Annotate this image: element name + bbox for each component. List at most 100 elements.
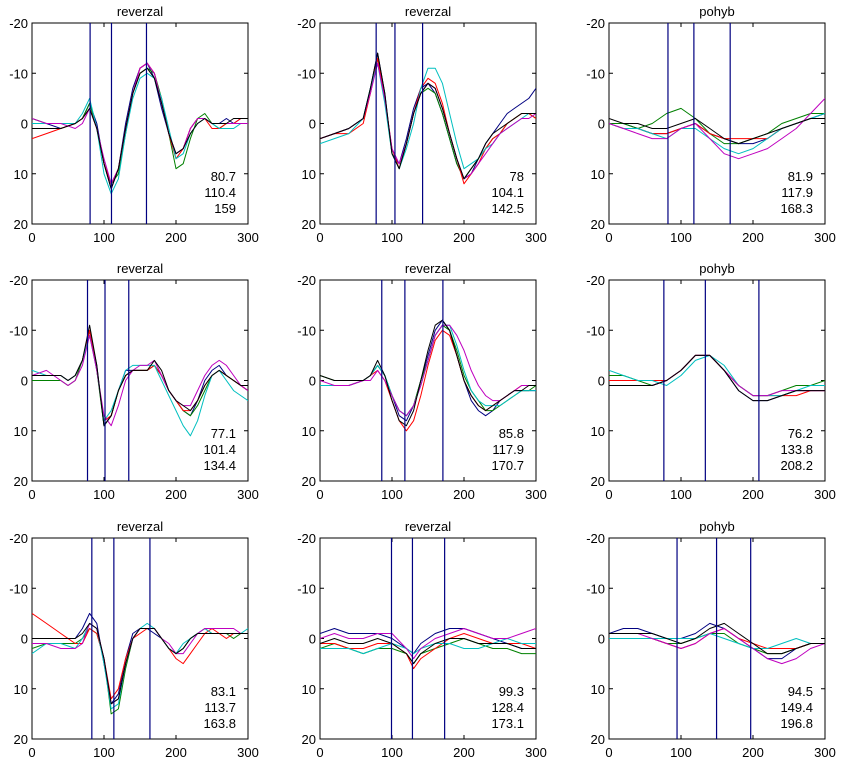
y-tick-label: 20 bbox=[302, 474, 316, 489]
series-line-black bbox=[32, 622, 248, 705]
y-tick-label: -10 bbox=[9, 66, 28, 81]
y-tick-label: 10 bbox=[591, 167, 605, 182]
y-tick-label: -20 bbox=[586, 531, 605, 546]
y-tick-label: 10 bbox=[14, 424, 28, 439]
y-tick-label: 10 bbox=[14, 682, 28, 697]
marker-value-label: 110.4 bbox=[204, 185, 236, 200]
marker-value-label: 113.7 bbox=[204, 700, 236, 715]
y-tick-label: 20 bbox=[591, 217, 605, 232]
x-tick-label: 100 bbox=[381, 230, 403, 245]
series-line-black bbox=[609, 118, 825, 145]
x-tick-label: 0 bbox=[316, 745, 323, 760]
series-line-black bbox=[320, 638, 536, 665]
series-group bbox=[32, 324, 248, 437]
x-tick-label: 200 bbox=[742, 230, 764, 245]
x-tick-label: 300 bbox=[525, 487, 547, 502]
y-tick-label: 0 bbox=[598, 374, 605, 389]
y-tick-label: 10 bbox=[14, 167, 28, 182]
y-tick-label: -10 bbox=[297, 323, 316, 338]
marker-value-label: 133.8 bbox=[780, 442, 813, 457]
y-tick-label: -10 bbox=[586, 323, 605, 338]
marker-value-label: 196.8 bbox=[780, 716, 813, 731]
x-tick-label: 100 bbox=[670, 745, 692, 760]
y-tick-label: 20 bbox=[14, 217, 28, 232]
x-tick-label: 0 bbox=[605, 230, 612, 245]
y-tick-label: 20 bbox=[14, 474, 28, 489]
y-tick-label: 10 bbox=[302, 682, 316, 697]
marker-value-label: 101.4 bbox=[203, 442, 236, 457]
plot-panel: reverzal 0 100 200 300 -20 -10 0 10 20 80.7110.415… bbox=[9, 4, 259, 245]
y-tick-label: 0 bbox=[21, 632, 28, 647]
y-tick-label: 10 bbox=[302, 167, 316, 182]
y-tick-label: -20 bbox=[9, 273, 28, 288]
y-tick-label: 0 bbox=[309, 117, 316, 132]
series-line-cyan bbox=[32, 72, 248, 195]
x-tick-label: 0 bbox=[28, 487, 35, 502]
marker-value-label: 134.4 bbox=[203, 458, 236, 473]
y-tick-label: -20 bbox=[586, 273, 605, 288]
series-line-magenta bbox=[609, 98, 825, 160]
chart-title: reverzal bbox=[405, 519, 451, 534]
x-tick-label: 300 bbox=[814, 487, 836, 502]
y-tick-label: 20 bbox=[591, 732, 605, 747]
marker-value-label: 128.4 bbox=[491, 700, 524, 715]
x-tick-label: 200 bbox=[453, 487, 475, 502]
y-tick-label: -20 bbox=[297, 273, 316, 288]
y-tick-label: 20 bbox=[302, 732, 316, 747]
x-tick-label: 300 bbox=[237, 230, 259, 245]
x-tick-label: 100 bbox=[93, 230, 115, 245]
series-line-magenta bbox=[32, 334, 248, 427]
chart-title: pohyb bbox=[699, 261, 734, 276]
chart-title: reverzal bbox=[405, 4, 451, 19]
marker-value-label: 83.1 bbox=[211, 684, 236, 699]
x-tick-label: 100 bbox=[670, 230, 692, 245]
series-group bbox=[32, 62, 248, 195]
y-tick-label: -20 bbox=[586, 16, 605, 31]
y-tick-label: -10 bbox=[297, 581, 316, 596]
x-tick-label: 200 bbox=[453, 745, 475, 760]
chart-title: pohyb bbox=[699, 4, 734, 19]
x-tick-label: 200 bbox=[742, 745, 764, 760]
series-line-navy bbox=[320, 628, 536, 655]
marker-value-label: 78 bbox=[510, 169, 524, 184]
chart-title: reverzal bbox=[117, 4, 163, 19]
marker-value-label: 168.3 bbox=[780, 201, 813, 216]
marker-value-label: 159 bbox=[214, 201, 236, 216]
series-line-black bbox=[320, 52, 536, 180]
marker-value-label: 81.9 bbox=[788, 169, 813, 184]
y-tick-label: 0 bbox=[309, 632, 316, 647]
marker-value-label: 170.7 bbox=[491, 458, 524, 473]
y-tick-label: -10 bbox=[586, 581, 605, 596]
y-tick-label: -20 bbox=[297, 16, 316, 31]
series-group bbox=[320, 52, 536, 185]
y-tick-label: -10 bbox=[9, 581, 28, 596]
marker-value-label: 80.7 bbox=[211, 169, 236, 184]
y-tick-label: 20 bbox=[14, 732, 28, 747]
plot-panel: reverzal 0 100 200 300 -20 -10 0 10 20 99.3128.417… bbox=[297, 519, 547, 760]
plot-panel: reverzal 0 100 200 300 -20 -10 0 10 20 83.1113.716… bbox=[9, 519, 259, 760]
marker-value-label: 208.2 bbox=[780, 458, 813, 473]
x-tick-label: 200 bbox=[165, 487, 187, 502]
x-tick-label: 100 bbox=[670, 487, 692, 502]
y-tick-label: -20 bbox=[297, 531, 316, 546]
y-tick-label: -10 bbox=[586, 66, 605, 81]
y-tick-label: -20 bbox=[9, 16, 28, 31]
x-tick-label: 300 bbox=[525, 745, 547, 760]
y-tick-label: 0 bbox=[598, 632, 605, 647]
y-tick-label: 10 bbox=[591, 424, 605, 439]
x-tick-label: 0 bbox=[28, 745, 35, 760]
axes-box bbox=[608, 22, 826, 225]
x-tick-label: 300 bbox=[525, 230, 547, 245]
plot-panel: reverzal 0 100 200 300 -20 -10 0 10 20 77.1101.413… bbox=[9, 261, 259, 502]
x-tick-label: 300 bbox=[237, 487, 259, 502]
marker-value-label: 142.5 bbox=[491, 201, 524, 216]
y-tick-label: -10 bbox=[297, 66, 316, 81]
x-tick-label: 300 bbox=[237, 745, 259, 760]
y-tick-label: 20 bbox=[302, 217, 316, 232]
series-line-black bbox=[32, 67, 248, 190]
chart-title: reverzal bbox=[117, 261, 163, 276]
marker-value-label: 76.2 bbox=[788, 426, 813, 441]
marker-value-label: 163.8 bbox=[203, 716, 236, 731]
